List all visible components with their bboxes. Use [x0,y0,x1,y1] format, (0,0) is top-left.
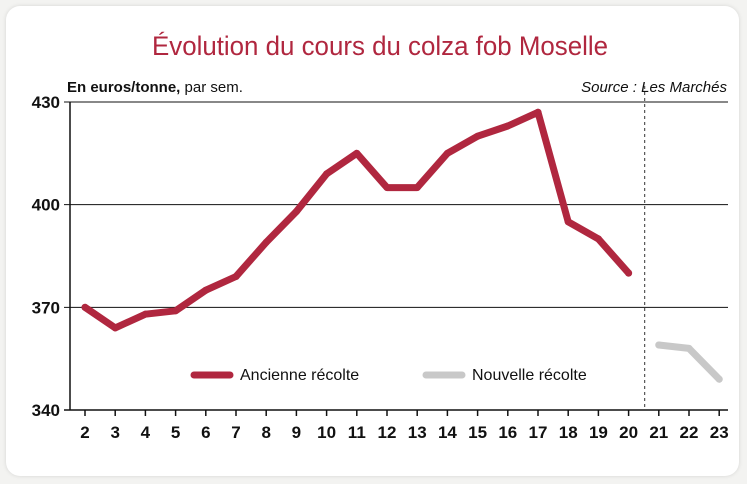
x-axis: 2 3 4 5 6 7 8 9 10 11 12 13 14 15 16 17 18 19 20 21 22 23 [80,410,729,442]
y-tick-label: 430 [32,93,60,112]
series-ancienne-recolte-point [504,122,512,130]
series-ancienne-recolte-point [141,310,149,318]
series-ancienne-recolte-point [443,149,451,157]
x-tick-label: 16 [498,423,517,442]
x-tick-label: 21 [649,423,668,442]
series-ancienne-recolte [81,108,633,332]
grid [64,86,728,411]
series-nouvelle-recolte-point [655,341,663,349]
x-tick-label: 18 [559,423,578,442]
x-tick-label: 12 [378,423,397,442]
series-ancienne-recolte-point [474,132,482,140]
series-ancienne-recolte-point [323,170,331,178]
x-tick-label: 22 [680,423,699,442]
series-nouvelle-recolte-point [715,375,723,383]
x-tick-label: 17 [529,423,548,442]
series-ancienne-recolte-point [564,218,572,226]
series-ancienne-recolte-point [534,108,542,116]
x-tick-label: 20 [619,423,638,442]
series-ancienne-recolte-point [172,307,180,315]
y-tick-label: 340 [32,401,60,420]
y-tick-label: 400 [32,196,60,215]
x-tick-label: 10 [317,423,336,442]
source-label: Source : Les Marchés [581,79,727,96]
legend-label-nouvelle-recolte: Nouvelle récolte [472,367,587,384]
x-tick-label: 14 [438,423,457,442]
x-tick-label: 19 [589,423,608,442]
y-tick-label: 370 [32,298,60,317]
series-ancienne-recolte-point [353,149,361,157]
series-nouvelle-recolte-point [685,344,693,352]
x-tick-label: 13 [408,423,427,442]
series-ancienne-recolte-point [111,324,119,332]
legend: Ancienne récolte Nouvelle récolte [190,367,587,384]
x-tick-label: 9 [292,423,301,442]
series-ancienne-recolte-point [262,238,270,246]
series-ancienne-recolte-point [594,235,602,243]
series-ancienne-recolte-point [81,303,89,311]
x-tick-label: 3 [110,423,119,442]
series-ancienne-recolte-point [232,273,240,281]
series-ancienne-recolte-point [202,286,210,294]
x-tick-label: 2 [80,423,89,442]
y-axis: 340 370 400 430 [32,93,71,420]
chart-card [6,6,739,476]
series-ancienne-recolte-point [625,269,633,277]
series-ancienne-recolte-point [292,208,300,216]
x-tick-label: 5 [171,423,180,442]
x-tick-label: 6 [201,423,210,442]
unit-label-bold: En euros/tonne, [67,79,180,96]
x-tick-label: 7 [231,423,240,442]
x-tick-label: 23 [710,423,729,442]
x-tick-label: 4 [141,423,151,442]
series-ancienne-recolte-point [413,184,421,192]
unit-label-rest: par sem. [180,79,243,96]
x-tick-label: 11 [348,423,366,442]
x-tick-label: 8 [261,423,270,442]
x-tick-label: 15 [468,423,487,442]
series-layer [81,108,723,383]
unit-label: En euros/tonne, par sem. [67,79,243,96]
chart-title: Évolution du cours du colza fob Moselle [152,31,608,61]
legend-label-ancienne-recolte: Ancienne récolte [240,367,359,384]
series-ancienne-recolte-point [383,184,391,192]
